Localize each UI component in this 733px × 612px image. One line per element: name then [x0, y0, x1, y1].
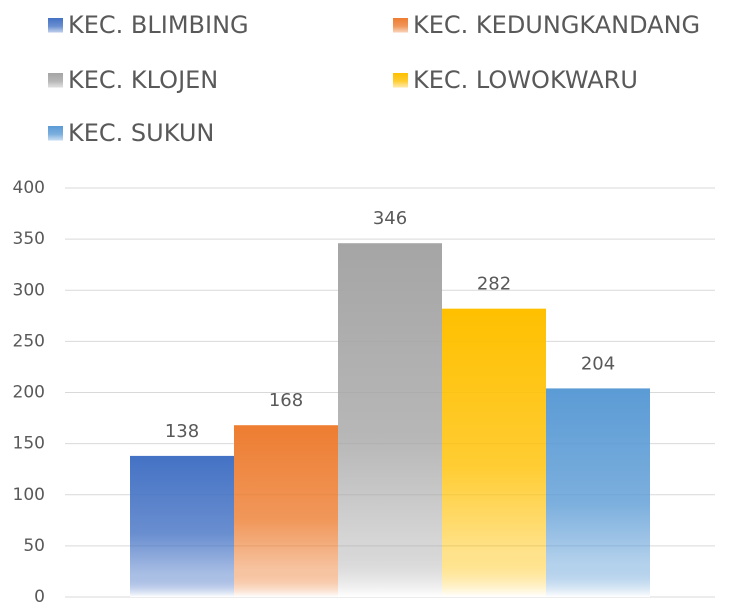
- value-label: 346: [373, 208, 407, 229]
- bar: [546, 388, 650, 597]
- y-tick-label: 50: [23, 536, 45, 556]
- legend-swatch: [48, 126, 63, 141]
- value-label: 138: [165, 421, 199, 442]
- bar: [234, 425, 338, 597]
- bar: [442, 308, 546, 597]
- value-label: 282: [477, 274, 511, 295]
- legend-swatch: [48, 18, 63, 33]
- legend-label: KEC. BLIMBING: [68, 11, 249, 39]
- y-tick-label: 150: [13, 434, 45, 454]
- legend-label: KEC. SUKUN: [68, 119, 214, 147]
- bar: [338, 243, 442, 597]
- legend-swatch: [393, 73, 408, 88]
- y-tick-label: 100: [13, 485, 45, 505]
- y-tick-label: 0: [34, 587, 45, 607]
- value-label: 204: [581, 353, 615, 374]
- legend-swatch: [48, 73, 63, 88]
- legend-swatch: [393, 18, 408, 33]
- y-tick-label: 400: [13, 178, 45, 198]
- legend-label: KEC. LOWOKWARU: [413, 66, 638, 94]
- bar: [130, 455, 234, 597]
- value-label: 168: [269, 390, 303, 411]
- y-tick-label: 250: [13, 331, 45, 351]
- legend-label: KEC. KEDUNGKANDANG: [413, 11, 700, 39]
- y-tick-label: 200: [13, 383, 45, 403]
- y-tick-label: 350: [13, 229, 45, 249]
- y-tick-label: 300: [13, 280, 45, 300]
- legend-label: KEC. KLOJEN: [68, 66, 218, 94]
